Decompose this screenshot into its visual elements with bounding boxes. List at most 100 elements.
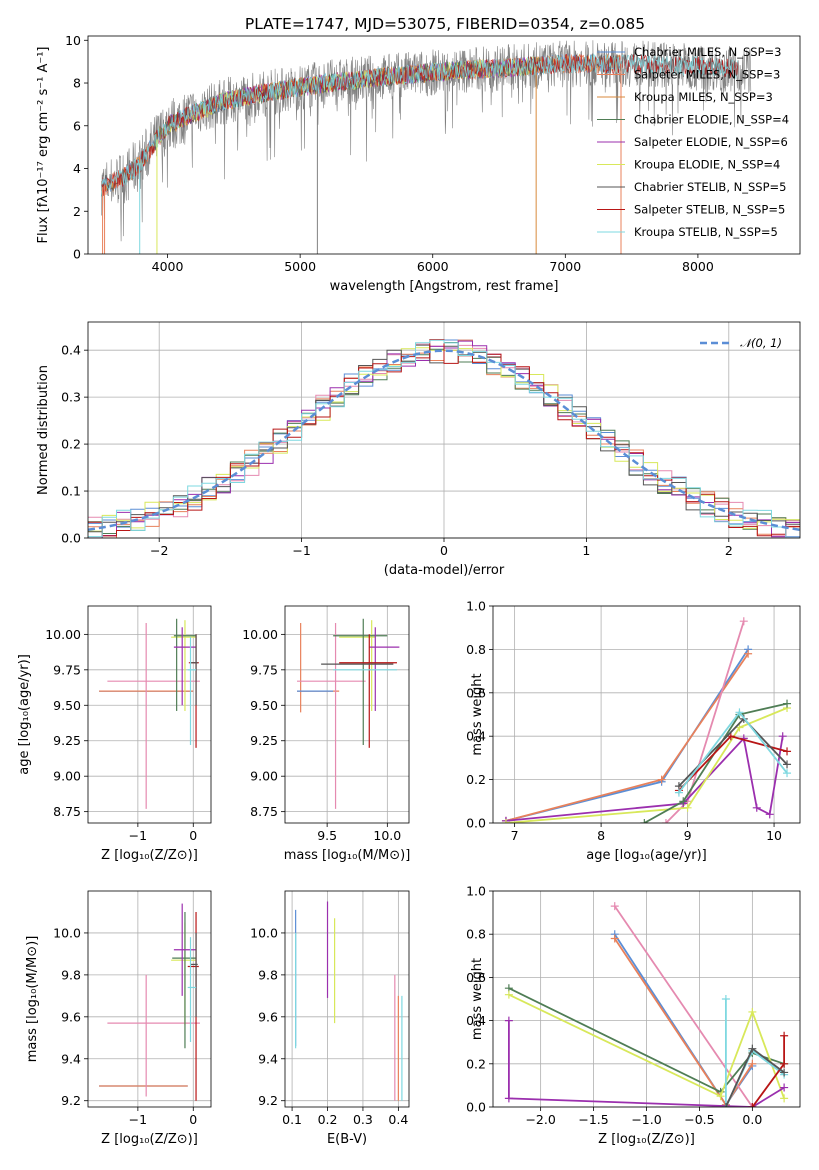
weight-marker (744, 649, 753, 658)
legend-label: Kroupa STELIB, N_SSP=5 (634, 225, 778, 239)
x-axis-label: (data-model)/error (384, 563, 505, 578)
y-tick-label: 9.2 (258, 1093, 278, 1108)
y-tick-label: 10 (65, 33, 81, 48)
x-tick-label: 0.2 (318, 1112, 338, 1127)
y-tick-label: 10.00 (242, 627, 278, 642)
weight-marker (780, 1068, 789, 1077)
weight-marker (748, 1044, 757, 1053)
weight-marker (679, 797, 688, 806)
weight-marker (780, 1094, 789, 1103)
weight-marker (739, 617, 748, 626)
legend-label: Salpeter MILES, N_SSP=3 (634, 68, 780, 82)
axes-frame (87, 321, 801, 539)
panel-spectrum: 4000 5000 6000 7000 8000 0 2 4 6 8 10 wavelength [A… (36, 33, 801, 294)
x-tick-label: 0.0 (742, 1112, 762, 1127)
normal-curve (88, 349, 800, 532)
axes-frame (87, 35, 801, 255)
y-tick-label: 0.2 (466, 1056, 486, 1071)
x-axis-label: Z [log₁₀(Z/Z⊙)] (598, 1132, 695, 1147)
y-tick-label: 4 (73, 161, 81, 176)
y-axis-label: Flux [fλ10⁻¹⁷ erg cm⁻² s⁻¹ A⁻¹] (36, 47, 51, 244)
x-tick-label: −2 (150, 543, 168, 558)
y-tick-label: 10.00 (45, 627, 81, 642)
weight-series-line (505, 648, 749, 822)
weight-marker (721, 1103, 730, 1107)
panel-age_vs_mass: 9.5 10.0 8.75 9.00 9.25 9.50 9.75 10.00 mass [lo… (242, 605, 411, 863)
x-tick-label: 0 (440, 543, 448, 558)
y-tick-label: 1.0 (466, 884, 486, 899)
x-tick-label: −1 (292, 543, 310, 558)
y-tick-label: 0.0 (466, 1100, 486, 1115)
weight-marker (504, 1016, 513, 1025)
legend-label: 𝒩(0, 1) (740, 336, 782, 350)
x-tick-label: 8 (597, 828, 605, 843)
weight-marker (610, 902, 619, 911)
weight-marker (504, 1094, 513, 1103)
weight-marker (783, 760, 792, 769)
panel-weight_vs_Z: −2.0 −1.5 −1.0 −0.5 0.0 0.0 0.2 0.4 0.6 0.8 1.0 Z [… (466, 884, 801, 1147)
y-tick-label: 0.0 (61, 531, 81, 546)
weight-series-line (613, 937, 754, 1107)
weight-marker (721, 995, 730, 1003)
weight-series-line (505, 736, 784, 822)
weight-marker (683, 803, 692, 812)
axes-frame (284, 890, 410, 1108)
x-tick-label: 9.5 (317, 828, 337, 843)
weight-marker (748, 1007, 757, 1016)
x-tick-label: −1.0 (631, 1112, 661, 1127)
y-tick-label: 1.0 (466, 599, 486, 614)
y-tick-label: 6 (73, 118, 81, 133)
y-tick-label: 9.75 (53, 662, 81, 677)
panel-weight_vs_age: 7 8 9 10 0.0 0.2 0.4 0.6 0.8 1.0 age [log₁₀(age/yr… (466, 599, 801, 863)
y-axis-label: mass [log₁₀(M/M⊙)] (25, 936, 40, 1063)
weight-marker (780, 1059, 789, 1068)
y-tick-label: 0 (73, 247, 81, 262)
axes-frame (284, 605, 410, 824)
weight-marker (780, 1031, 789, 1040)
weight-series-line (508, 993, 785, 1099)
y-tick-label: 9.00 (250, 769, 278, 784)
x-axis-label: mass [log₁₀(M/M⊙)] (284, 848, 411, 863)
x-axis-label: age [log₁₀(age/yr)] (586, 848, 707, 863)
y-tick-label: 9.50 (53, 698, 81, 713)
legend-label: Chabrier MILES, N_SSP=3 (634, 45, 781, 59)
plot-area (295, 901, 403, 1101)
weight-marker (674, 788, 683, 797)
plot-area (501, 617, 792, 823)
weight-series-line (508, 987, 785, 1094)
y-tick-label: 9.6 (61, 1009, 81, 1024)
weight-marker (752, 803, 761, 812)
legend-label: Salpeter STELIB, N_SSP=5 (634, 203, 785, 217)
weight-marker (716, 1092, 725, 1101)
plot-area (504, 902, 789, 1107)
x-tick-label: 7000 (549, 259, 581, 274)
x-tick-label: 6000 (417, 259, 449, 274)
y-tick-label: 0.4 (61, 343, 81, 358)
x-tick-label: 1 (582, 543, 590, 558)
y-tick-label: 9.4 (258, 1051, 278, 1066)
x-tick-label: 0.1 (282, 1112, 302, 1127)
x-tick-label: 0 (189, 828, 197, 843)
x-tick-label: 8000 (682, 259, 714, 274)
legend-label: Salpeter ELODIE, N_SSP=6 (634, 135, 788, 149)
x-tick-label: 0.4 (388, 1112, 408, 1127)
y-tick-label: 9.8 (61, 967, 81, 982)
x-tick-label: 10 (766, 828, 782, 843)
y-tick-label: 0.2 (61, 437, 81, 452)
weight-marker (657, 775, 666, 784)
legend-label: Chabrier STELIB, N_SSP=5 (634, 180, 786, 194)
y-tick-label: 8.75 (250, 804, 278, 819)
weight-marker (504, 990, 513, 999)
y-axis-label: age [log₁₀(age/yr)] (17, 654, 32, 775)
y-tick-label: 0.2 (466, 772, 486, 787)
panel-age_vs_Z: −1 0 8.75 9.00 9.25 9.50 9.75 10.00 Z [log₁₀(Z/Z… (17, 605, 212, 863)
plot-area (99, 618, 200, 809)
x-tick-label: −0.5 (684, 1112, 714, 1127)
y-tick-label: 0.4 (466, 729, 486, 744)
weight-series-line (643, 702, 788, 823)
plot-area (297, 618, 400, 809)
x-axis-label: Z [log₁₀(Z/Z⊙)] (101, 1132, 198, 1147)
x-tick-label: −2.0 (525, 1112, 555, 1127)
